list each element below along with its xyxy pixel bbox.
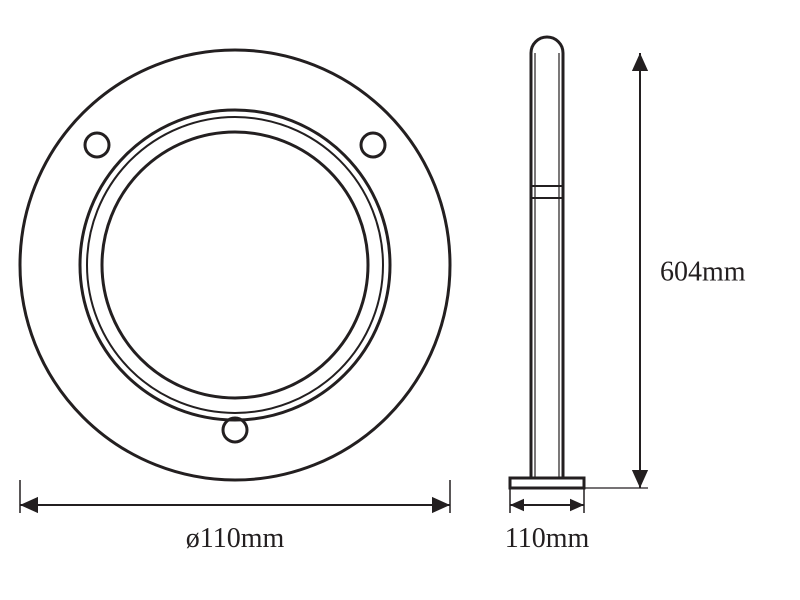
height-label: 604mm [660,257,746,288]
base-width-label: 110mm [505,523,590,554]
diameter-label: ø110mm [186,523,285,554]
